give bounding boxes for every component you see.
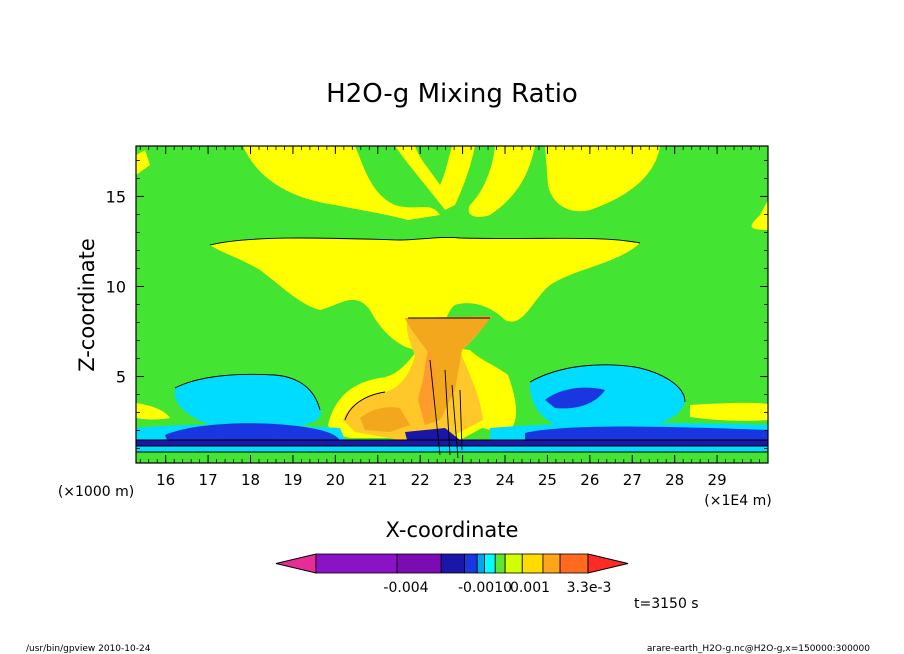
y-unit-note: (×1000 m) (58, 484, 134, 500)
orange-lower-region (360, 407, 410, 432)
colorbar-tick-label: 0.001 (510, 580, 550, 596)
colorbar-segment (476, 553, 485, 574)
colorbar-tick-label: -0.0010 (458, 580, 512, 596)
x-axis-label: X-coordinate (386, 518, 519, 542)
chart-title: H2O-g Mixing Ratio (326, 79, 578, 109)
footer-left: /usr/bin/gpview 2010-10-24 (26, 644, 151, 654)
x-tick-label: 28 (665, 471, 684, 489)
colorbar-segment (484, 553, 496, 574)
x-tick-label: 19 (283, 471, 302, 489)
colorbar-segment (440, 553, 466, 574)
y-tick-label: 5 (116, 368, 126, 387)
x-tick-label: 23 (453, 471, 472, 489)
colorbar (275, 553, 629, 574)
lower-left-yellow-region (136, 403, 170, 420)
colorbar-segment (559, 553, 589, 574)
x-tick-label: 22 (411, 471, 430, 489)
y-tick-label: 15 (106, 187, 126, 206)
y-tick-label: 10 (106, 277, 126, 296)
colorbar-segment (521, 553, 544, 574)
x-tick-label: 29 (708, 471, 727, 489)
y-axis: 5 10 15 (106, 160, 768, 449)
x-tick-label: 25 (538, 471, 557, 489)
x-tick-label: 24 (495, 471, 514, 489)
x-tick-label: 18 (241, 471, 260, 489)
anvil-yellow-region (210, 237, 640, 350)
plot-area (135, 145, 769, 464)
colorbar-high-arrow (587, 553, 629, 574)
y-axis-label: Z-coordinate (75, 238, 99, 372)
far-right-yellow-region (545, 146, 660, 212)
contour-fill-layer (136, 146, 768, 463)
lower-right-yellow-region (690, 402, 768, 421)
green-ground-band (136, 452, 768, 463)
x-tick-label: 26 (580, 471, 599, 489)
colorbar-tick-label: 3.3e-3 (567, 580, 612, 596)
upper-left-small-yellow-region (136, 150, 150, 175)
upper-right-yellow-region (468, 146, 535, 217)
colorbar-low-arrow (275, 553, 317, 574)
x-unit-note: (×1E4 m) (704, 493, 771, 509)
x-tick-label: 20 (326, 471, 345, 489)
colorbar-segment (494, 553, 506, 574)
edge-yellow-region (751, 200, 768, 230)
footer-right: arare-earth_H2O-g.nc@H2O-g,x=150000:3000… (647, 644, 870, 654)
colorbar-segment (504, 553, 523, 574)
time-label: t=3150 s (634, 596, 699, 612)
orange-stem-region (420, 350, 436, 425)
x-tick-label: 27 (623, 471, 642, 489)
x-tick-label: 21 (368, 471, 387, 489)
x-axis: 16 17 18 19 20 21 22 23 24 25 26 27 28 29 (139, 146, 769, 489)
colorbar-tick-label: -0.004 (383, 580, 428, 596)
contour-lines (136, 237, 768, 459)
cyan-ground-band (136, 446, 768, 452)
right-blue-lens (545, 387, 605, 409)
x-tick-label: 16 (156, 471, 175, 489)
left-cyan-region (175, 374, 321, 427)
colorbar-segment (464, 553, 478, 574)
upper-left-yellow-region (243, 146, 440, 220)
colorbar-segment (542, 553, 561, 574)
upper-mid-yellow-region (395, 146, 475, 210)
colorbar-segment (396, 553, 442, 574)
x-tick-label: 17 (199, 471, 218, 489)
right-cyan-region (529, 364, 685, 427)
colorbar-segment (315, 553, 398, 574)
